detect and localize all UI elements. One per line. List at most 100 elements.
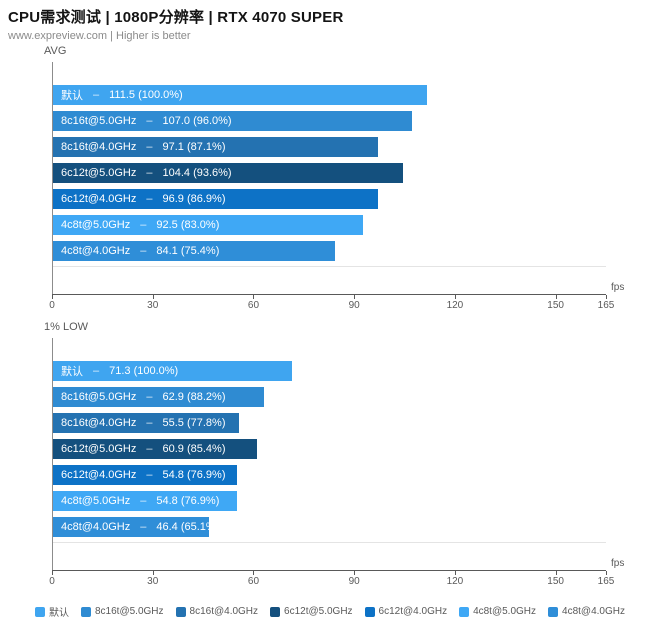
bar-text: 4c8t@4.0GHz –46.4 (65.1%) — [53, 521, 219, 533]
axis-tick — [606, 571, 607, 575]
chart-header: CPU需求测试 | 1080P分辨率 | RTX 4070 SUPER www.… — [0, 0, 660, 42]
bar-dash: – — [93, 365, 100, 377]
bar-value-label: 55.5 (77.8%) — [162, 417, 226, 429]
x-axis: 0 30 60 90 120 150 165 fps — [49, 558, 624, 593]
bar-value-label: 62.9 (88.2%) — [162, 391, 226, 403]
axis-tick — [253, 571, 255, 575]
bar-row: 4c8t@4.0GHz –84.1 (75.4%) — [53, 241, 335, 261]
bar-category-label: 8c16t@5.0GHz — [61, 115, 137, 127]
bar-dash: – — [140, 521, 147, 533]
legend-label: 6c12t@4.0GHz — [378, 606, 448, 617]
bar-text: 4c8t@5.0GHz –54.8 (76.9%) — [53, 495, 219, 507]
bar-value-label: 111.5 (100.0%) — [109, 89, 183, 101]
axis-tick — [52, 295, 53, 299]
legend-item: 8c16t@4.0GHz — [175, 606, 258, 617]
axis-tick — [606, 295, 607, 299]
bar-chart-1: 1% LOW 默认 –71.3 (100.0%) 8c16t@5.0GHz –62.9 … — [44, 321, 624, 593]
legend-label: 8c16t@5.0GHz — [95, 606, 164, 617]
legend-item: 4c8t@4.0GHz — [548, 606, 625, 617]
bar-row: 8c16t@5.0GHz –107.0 (96.0%) — [53, 111, 412, 131]
x-axis: 0 30 60 90 120 150 165 fps — [49, 282, 624, 317]
axis-tick-label: 120 — [446, 300, 464, 311]
bar-text: 默认 –111.5 (100.0%) — [53, 87, 183, 103]
legend-swatch — [81, 606, 91, 617]
axis-tick — [454, 571, 456, 575]
plot-area: 默认 –111.5 (100.0%) 8c16t@5.0GHz –107.0 (96.… — [52, 62, 606, 294]
axis-tick — [253, 295, 255, 299]
bar-row: 8c16t@4.0GHz –55.5 (77.8%) — [53, 413, 239, 433]
axis-tick-label: 0 — [49, 300, 55, 311]
bar-category-label: 默认 — [61, 90, 83, 102]
bar-category-label: 4c8t@5.0GHz — [61, 495, 131, 507]
bar-dash: – — [146, 115, 153, 127]
bar-dash: – — [146, 141, 153, 153]
bar-dash: – — [146, 443, 153, 455]
bar-value-label: 54.8 (76.9%) — [162, 469, 226, 481]
bar-row: 6c12t@5.0GHz –60.9 (85.4%) — [53, 439, 258, 459]
axis-tick-label: 30 — [147, 300, 159, 311]
axis-tick — [152, 571, 154, 575]
plot-bottom-line — [53, 542, 606, 543]
bar-value-label: 92.5 (83.0%) — [156, 219, 220, 231]
axis-tick — [152, 295, 154, 299]
bar-category-label: 8c16t@4.0GHz — [61, 141, 137, 153]
bar-value-label: 97.1 (87.1%) — [162, 141, 226, 153]
bar-category-label: 6c12t@5.0GHz — [61, 443, 137, 455]
legend-label: 6c12t@5.0GHz — [284, 606, 353, 617]
bar-category-label: 4c8t@4.0GHz — [61, 521, 131, 533]
legend-label: 默认 — [49, 608, 69, 619]
axis-tick — [354, 295, 356, 299]
bar-value-label: 46.4 (65.1%) — [156, 521, 220, 533]
axis-tick-label: 165 — [597, 300, 615, 311]
bar-value-label: 104.4 (93.6%) — [162, 167, 232, 179]
axis-tick — [52, 571, 53, 575]
legend-item: 6c12t@5.0GHz — [270, 606, 353, 617]
bar-row: 4c8t@4.0GHz –46.4 (65.1%) — [53, 517, 219, 537]
bar-category-label: 默认 — [61, 366, 83, 378]
bar-text: 6c12t@4.0GHz –96.9 (86.9%) — [53, 193, 225, 205]
charts-container: AVG 默认 –111.5 (100.0%) 8c16t@5.0GHz –107.0 (… — [0, 45, 660, 593]
chart-section-title: AVG — [44, 45, 67, 57]
axis-tick — [555, 295, 557, 299]
bar-text: 4c8t@4.0GHz –84.1 (75.4%) — [53, 245, 219, 257]
bar-value-label: 71.3 (100.0%) — [109, 365, 179, 377]
page-title: CPU需求测试 | 1080P分辨率 | RTX 4070 SUPER — [8, 9, 344, 26]
bar-value-label: 54.8 (76.9%) — [156, 495, 220, 507]
chart-legend: 默认 8c16t@5.0GHz 8c16t@4.0GHz 6c12t@5.0GHz 6c… — [0, 604, 660, 619]
bar-text: 默认 –71.3 (100.0%) — [53, 363, 178, 379]
axis-tick-label: 150 — [547, 300, 564, 311]
bar-text: 6c12t@4.0GHz –54.8 (76.9%) — [53, 469, 225, 481]
bar-text: 6c12t@5.0GHz –104.4 (93.6%) — [53, 167, 232, 179]
bar-dash: – — [146, 193, 153, 205]
axis-tick — [354, 571, 356, 575]
axis-tick-label: 30 — [147, 576, 159, 587]
bar-row: 8c16t@5.0GHz –62.9 (88.2%) — [53, 387, 264, 407]
bar-category-label: 6c12t@4.0GHz — [61, 469, 137, 481]
legend-item: 4c8t@5.0GHz — [459, 606, 536, 617]
bar-text: 8c16t@5.0GHz –107.0 (96.0%) — [53, 115, 232, 127]
bar-text: 6c12t@5.0GHz –60.9 (85.4%) — [53, 443, 225, 455]
bar-dash: – — [146, 469, 153, 481]
axis-tick — [555, 571, 557, 575]
axis-tick — [454, 295, 456, 299]
bar-dash: – — [140, 495, 147, 507]
axis-unit-label: fps — [611, 282, 625, 293]
bar-row: 4c8t@5.0GHz –54.8 (76.9%) — [53, 491, 237, 511]
bar-row: 默认 –71.3 (100.0%) — [53, 361, 292, 381]
bar-row: 6c12t@4.0GHz –96.9 (86.9%) — [53, 189, 378, 209]
bar-dash: – — [146, 167, 153, 179]
axis-unit-label: fps — [611, 558, 625, 569]
bar-dash: – — [140, 245, 147, 257]
axis-tick-label: 150 — [547, 576, 564, 587]
plot-bottom-line — [53, 266, 606, 267]
bar-category-label: 4c8t@5.0GHz — [61, 219, 131, 231]
bar-dash: – — [146, 391, 153, 403]
legend-swatch — [548, 606, 559, 617]
bar-category-label: 4c8t@4.0GHz — [61, 245, 131, 257]
bar-category-label: 8c16t@4.0GHz — [61, 417, 137, 429]
legend-swatch — [35, 606, 45, 617]
legend-swatch — [459, 606, 470, 617]
legend-swatch — [270, 606, 281, 617]
bar-text: 8c16t@4.0GHz –97.1 (87.1%) — [53, 141, 225, 153]
bar-chart-0: AVG 默认 –111.5 (100.0%) 8c16t@5.0GHz –107.0 (… — [44, 45, 624, 317]
